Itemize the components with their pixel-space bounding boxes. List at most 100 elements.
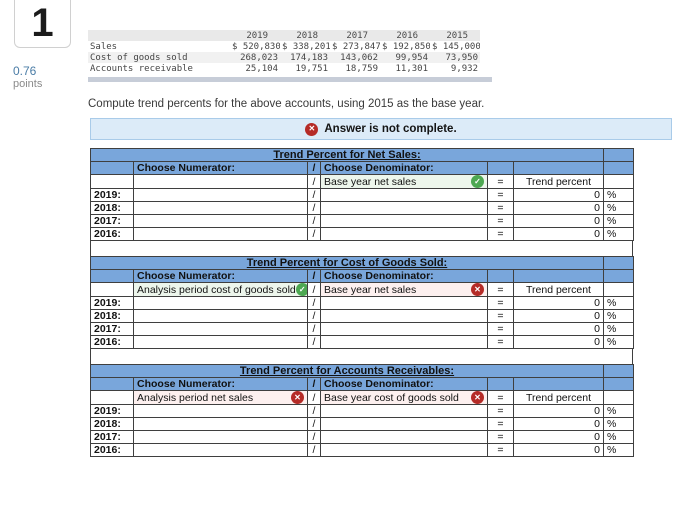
fin-row-accounts-receivable: Accounts receivable 25,104 19,751 18,759… xyxy=(88,63,480,74)
denominator-choice-text: Base year net sales xyxy=(324,283,417,296)
denominator-select[interactable]: Base year cost of goods sold ✕ xyxy=(320,390,488,405)
trend-tables-section: Trend Percent for Net Sales: Choose Nume… xyxy=(89,148,635,457)
percent-sign: % xyxy=(603,296,634,310)
fin-year-header: 2019 xyxy=(230,30,280,41)
fin-row-cogs: Cost of goods sold 268,023 174,183 143,0… xyxy=(88,52,480,63)
row-label: 2018: xyxy=(90,417,134,431)
fin-value: $ 338,201 xyxy=(280,41,330,52)
status-banner: ✕ Answer is not complete. xyxy=(90,118,672,140)
slash: / xyxy=(307,214,321,228)
numerator-cell xyxy=(133,296,308,310)
correct-icon: ✓ xyxy=(295,283,307,296)
denominator-select[interactable]: Base year net sales ✓ xyxy=(320,174,488,189)
numerator-header: Choose Numerator: xyxy=(133,377,308,391)
denominator-cell xyxy=(320,227,488,241)
numerator-cell xyxy=(133,309,308,323)
fin-value: 73,950 xyxy=(430,52,480,63)
equals: = xyxy=(487,335,514,349)
denominator-cell xyxy=(320,430,488,444)
equals: = xyxy=(487,282,514,297)
trend-table-title: Trend Percent for Cost of Goods Sold: xyxy=(90,256,604,270)
trend-table-cogs: Trend Percent for Cost of Goods Sold: Ch… xyxy=(90,256,634,349)
denominator-select[interactable]: Base year net sales ✕ xyxy=(320,282,488,297)
points-block: 0.76 points xyxy=(13,65,42,91)
denominator-header: Choose Denominator: xyxy=(320,269,488,283)
equals: = xyxy=(487,296,514,310)
slash: / xyxy=(307,417,321,431)
slash: / xyxy=(307,322,321,336)
fin-value: $ 273,847 xyxy=(330,41,380,52)
table-bottom-bar xyxy=(88,77,492,82)
row-label: 2017: xyxy=(90,322,134,336)
equals: = xyxy=(487,417,514,431)
percent-sign: % xyxy=(603,404,635,418)
row-label: 2016: xyxy=(90,227,134,241)
slash-header: / xyxy=(307,269,321,283)
percent-sign: % xyxy=(603,443,635,457)
equals: = xyxy=(487,404,514,418)
row-label: 2016: xyxy=(90,335,134,349)
numerator-cell xyxy=(133,188,308,202)
points-label: points xyxy=(13,78,43,90)
trend-value: 0 xyxy=(512,404,605,418)
fin-year-header: 2018 xyxy=(280,30,330,41)
percent-sign: % xyxy=(603,335,634,349)
fin-value: $ 145,000 xyxy=(430,41,480,52)
header-label-cell xyxy=(90,269,134,283)
percent-sign: % xyxy=(603,188,635,202)
trend-value: 0 xyxy=(512,443,605,457)
equals: = xyxy=(487,390,514,405)
slash: / xyxy=(307,390,321,405)
fin-value: 174,183 xyxy=(280,52,330,63)
incorrect-icon: ✕ xyxy=(471,283,484,296)
slash-header: / xyxy=(307,377,321,391)
slash: / xyxy=(307,309,321,323)
incorrect-icon: ✕ xyxy=(471,391,484,404)
fin-value: 25,104 xyxy=(230,63,280,74)
fin-year-header: 2015 xyxy=(430,30,480,41)
slash: / xyxy=(307,227,321,241)
trend-value: 0 xyxy=(513,322,604,336)
row-label: 2019: xyxy=(90,296,134,310)
table-spacer xyxy=(90,349,633,364)
percent-sign: % xyxy=(603,309,634,323)
fin-year-header: 2017 xyxy=(330,30,380,41)
fin-value: 99,954 xyxy=(380,52,430,63)
header-label-cell xyxy=(90,161,134,175)
trend-value: 0 xyxy=(512,430,605,444)
percent-sign: % xyxy=(603,201,635,215)
slash: / xyxy=(307,430,321,444)
numerator-cell xyxy=(133,227,308,241)
fin-row-sales: Sales $ 520,830 $ 338,201 $ 273,847 $ 19… xyxy=(88,41,480,52)
fin-row-label: Cost of goods sold xyxy=(88,52,230,63)
denominator-header: Choose Denominator: xyxy=(320,377,488,391)
numerator-select[interactable]: Analysis period net sales ✕ xyxy=(133,390,308,405)
row-label: 2017: xyxy=(90,214,134,228)
fin-value: 19,751 xyxy=(280,63,330,74)
header-label-cell xyxy=(90,377,134,391)
fin-value: 268,023 xyxy=(230,52,280,63)
result-header: Trend percent xyxy=(513,282,604,297)
denominator-cell xyxy=(320,443,488,457)
denominator-header: Choose Denominator: xyxy=(320,161,488,175)
denominator-choice-text: Base year cost of goods sold xyxy=(324,391,459,404)
slash: / xyxy=(307,335,321,349)
slash: / xyxy=(307,443,321,457)
numerator-select[interactable] xyxy=(133,174,308,189)
fin-value: 18,759 xyxy=(330,63,380,74)
equals: = xyxy=(487,214,514,228)
fin-value: 11,301 xyxy=(380,63,430,74)
row-label: 2016: xyxy=(90,443,134,457)
equals: = xyxy=(487,227,514,241)
equals: = xyxy=(487,309,514,323)
trend-value: 0 xyxy=(512,227,605,241)
numerator-select[interactable]: Analysis period cost of goods sold ✓ xyxy=(133,282,308,297)
equals: = xyxy=(487,322,514,336)
title-corner-cell xyxy=(603,148,635,162)
trend-value: 0 xyxy=(513,335,604,349)
numerator-cell xyxy=(133,404,308,418)
trend-value: 0 xyxy=(512,417,605,431)
result-header: Trend percent xyxy=(512,174,605,189)
trend-table-title: Trend Percent for Net Sales: xyxy=(89,148,605,162)
result-header: Trend percent xyxy=(512,390,605,405)
